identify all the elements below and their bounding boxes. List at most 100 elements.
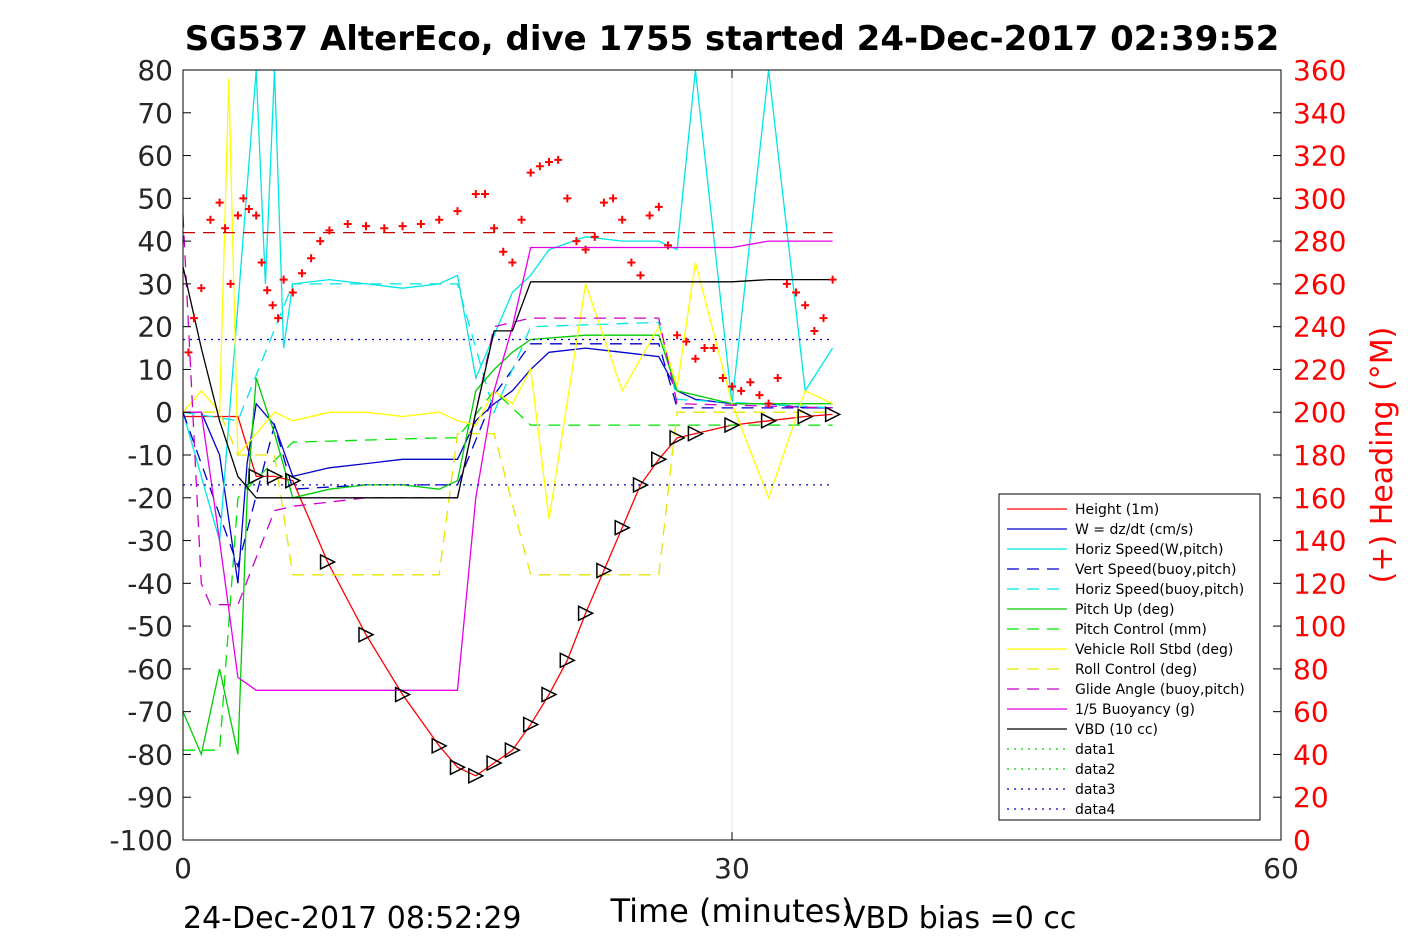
axes: 80706050403020100-10-20-30-40-50-60-70-8… <box>109 54 1346 885</box>
y2-axis-label: (+) Heading (°M) <box>1365 327 1400 584</box>
heading-point <box>563 194 572 203</box>
height-marker <box>577 605 595 622</box>
heading-point <box>654 202 663 211</box>
height-marker <box>394 686 412 703</box>
height-marker <box>522 716 540 733</box>
heading-point <box>810 326 819 335</box>
legend-label: Roll Control (deg) <box>1075 662 1197 678</box>
y-tick-label: 20 <box>137 311 173 344</box>
y-tick-label: 60 <box>137 140 173 173</box>
series-line-6 <box>183 389 833 751</box>
y-tick-label: -40 <box>127 567 173 600</box>
series-line-0 <box>183 413 833 777</box>
heading-point <box>189 314 198 323</box>
heading-point <box>279 275 288 284</box>
y2-tick-label: 120 <box>1293 567 1346 600</box>
chart-title: SG537 AlterEco, dive 1755 started 24-Dec… <box>185 19 1280 59</box>
height-marker <box>632 476 650 494</box>
y2-tick-label: 160 <box>1293 482 1346 515</box>
heading-point <box>782 279 791 288</box>
y2-tick-label: 80 <box>1293 653 1329 686</box>
legend-label: Horiz Speed(W,pitch) <box>1075 542 1223 558</box>
y-tick-label: -70 <box>127 696 173 729</box>
heading-point <box>526 168 535 177</box>
heading-point <box>316 237 325 246</box>
y2-tick-label: 240 <box>1293 311 1346 344</box>
heading-point <box>618 215 627 224</box>
heading-point <box>645 211 654 220</box>
legend-label: data3 <box>1075 782 1115 798</box>
y2-tick-label: 320 <box>1293 140 1346 173</box>
heading-point <box>297 269 306 278</box>
heading-point <box>499 247 508 256</box>
x-tick-label: 0 <box>174 852 192 885</box>
markers-layer <box>248 406 842 785</box>
heading-point <box>362 222 370 231</box>
legend-label: W = dz/dt (cm/s) <box>1075 522 1194 538</box>
heading-point <box>746 378 755 387</box>
footer-vbd-bias: VBD bias =0 cc <box>845 901 1076 936</box>
heading-point <box>257 258 266 267</box>
heading-point <box>599 198 608 207</box>
heading-point <box>517 215 526 224</box>
y2-tick-label: 140 <box>1293 525 1346 558</box>
heading-point <box>508 258 517 267</box>
height-marker <box>824 406 842 423</box>
legend-label: VBD (10 cc) <box>1075 722 1158 738</box>
y2-tick-label: 20 <box>1293 781 1329 814</box>
heading-point <box>274 314 283 323</box>
heading-point <box>718 374 727 382</box>
y-tick-label: -30 <box>127 525 173 558</box>
legend-label: data4 <box>1075 802 1116 818</box>
y2-tick-label: 340 <box>1293 97 1346 130</box>
heading-point <box>801 301 810 310</box>
heading-point <box>581 245 590 254</box>
legend-label: Pitch Up (deg) <box>1075 602 1174 618</box>
height-marker <box>431 737 448 755</box>
height-marker <box>486 754 503 772</box>
height-marker <box>614 519 631 536</box>
x-axis-label: Time (minutes) <box>610 892 854 930</box>
legend-label: Glide Angle (buoy,pitch) <box>1075 682 1245 698</box>
heading-point <box>545 157 553 166</box>
heading-point <box>239 194 248 203</box>
heading-point <box>197 284 206 293</box>
y2-tick-label: 0 <box>1293 824 1311 857</box>
y-tick-label: -10 <box>127 439 173 472</box>
heading-point <box>737 386 746 395</box>
y2-tick-label: 300 <box>1293 182 1346 215</box>
heading-point <box>233 211 242 220</box>
heading-point <box>691 354 700 363</box>
y2-tick-label: 280 <box>1293 225 1346 258</box>
legend-label: Height (1m) <box>1075 502 1159 518</box>
legend-label: 1/5 Buoyancy (g) <box>1075 702 1195 718</box>
heading-point <box>435 215 444 224</box>
heading-point <box>252 211 261 220</box>
heading-point <box>709 344 718 353</box>
heading-point <box>609 194 618 203</box>
y2-tick-label: 260 <box>1293 268 1346 301</box>
height-marker <box>319 553 337 571</box>
y-tick-label: 30 <box>137 268 173 301</box>
y-tick-label: 10 <box>137 353 173 386</box>
heading-point <box>184 348 193 357</box>
series-line-8 <box>183 411 833 576</box>
heading-point <box>471 190 480 199</box>
y2-tick-label: 200 <box>1293 396 1346 429</box>
heading-point <box>673 331 682 340</box>
footer-timestamp: 24-Dec-2017 08:52:29 <box>183 901 522 936</box>
heading-point <box>764 399 773 408</box>
heading-point <box>535 162 544 171</box>
heading-point <box>226 279 235 288</box>
heading-point <box>490 224 499 233</box>
height-marker <box>468 767 485 785</box>
heading-point <box>398 222 407 231</box>
series-line-11 <box>182 266 833 499</box>
heading-point <box>244 205 253 214</box>
y2-tick-label: 60 <box>1293 696 1329 729</box>
height-marker <box>797 408 814 425</box>
legend-label: Horiz Speed(buoy,pitch) <box>1075 582 1244 598</box>
heading-point <box>325 226 334 235</box>
height-marker <box>760 412 778 429</box>
height-marker <box>651 451 668 468</box>
